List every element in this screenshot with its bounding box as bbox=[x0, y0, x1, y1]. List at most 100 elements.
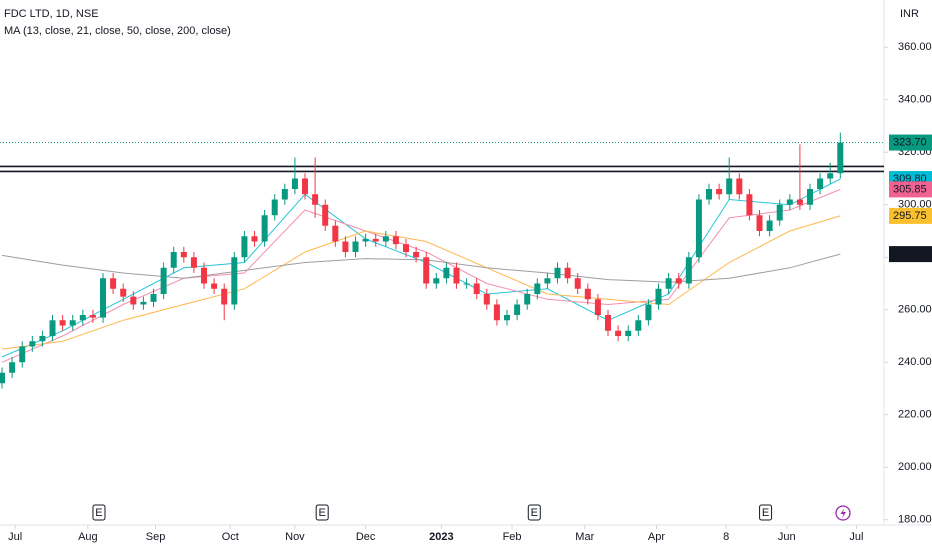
candle-body bbox=[180, 252, 187, 258]
event-label: E bbox=[762, 507, 769, 519]
candle-body bbox=[251, 236, 258, 242]
candle-body bbox=[504, 315, 511, 321]
candle-body bbox=[120, 288, 127, 297]
candle-body bbox=[837, 142, 844, 174]
candle-body bbox=[160, 267, 167, 294]
candle-body bbox=[776, 204, 783, 221]
candle-body bbox=[645, 304, 652, 321]
candle-body bbox=[483, 294, 490, 305]
candle-body bbox=[211, 283, 218, 289]
candle-body bbox=[706, 189, 713, 200]
x-tick-label: Aug bbox=[78, 531, 98, 543]
candle-body bbox=[9, 362, 16, 373]
candle-body bbox=[514, 304, 521, 315]
candle-body bbox=[39, 336, 46, 342]
candle-body bbox=[413, 252, 420, 258]
event-marker bbox=[759, 504, 773, 521]
candle-body bbox=[524, 294, 531, 305]
candle-body bbox=[625, 330, 632, 336]
x-tick-label: Sep bbox=[146, 531, 166, 543]
candle-body bbox=[89, 315, 96, 318]
y-tick-label: 260.00 bbox=[898, 304, 932, 316]
candle-body bbox=[241, 236, 248, 258]
candle-body bbox=[766, 220, 773, 231]
candle-body bbox=[554, 267, 561, 279]
candle-body bbox=[453, 267, 460, 284]
x-tick-label: Feb bbox=[503, 531, 522, 543]
candle-body bbox=[403, 244, 410, 252]
candle-body bbox=[796, 199, 803, 205]
price-label-box bbox=[889, 246, 932, 263]
candle-body bbox=[79, 315, 86, 321]
candle-body bbox=[726, 178, 733, 195]
y-tick-label: 300.00 bbox=[898, 199, 932, 211]
candle-body bbox=[736, 178, 743, 195]
currency-label: INR bbox=[900, 8, 919, 20]
y-tick-label: 220.00 bbox=[898, 409, 932, 421]
y-tick-label: 180.00 bbox=[898, 514, 932, 526]
price-label: 323.70 bbox=[893, 136, 927, 148]
candle-body bbox=[443, 267, 450, 279]
y-tick-label: 340.00 bbox=[898, 94, 932, 106]
candle-body bbox=[261, 215, 268, 242]
x-tick-label: Jun bbox=[778, 531, 796, 543]
candle-body bbox=[231, 257, 238, 305]
candle-body bbox=[0, 372, 6, 384]
candle-body bbox=[352, 241, 359, 252]
alert-icon[interactable] bbox=[835, 505, 851, 521]
candle-body bbox=[786, 199, 793, 205]
candle-body bbox=[665, 278, 672, 289]
x-tick-label: Mar bbox=[575, 531, 594, 543]
candle-body bbox=[281, 189, 288, 200]
candle-body bbox=[615, 330, 622, 336]
candle-body bbox=[605, 315, 612, 331]
y-tick-label: 240.00 bbox=[898, 356, 932, 368]
candle-body bbox=[756, 215, 763, 231]
candle-body bbox=[544, 278, 551, 284]
candle-body bbox=[534, 283, 541, 294]
event-label: E bbox=[95, 507, 102, 519]
x-tick-label: Dec bbox=[356, 531, 376, 543]
candle-body bbox=[685, 257, 692, 284]
price-label: 281.20 bbox=[893, 248, 927, 260]
y-tick-label: 360.00 bbox=[898, 41, 932, 53]
chart-title: FDC LTD, 1D, NSE bbox=[4, 8, 99, 20]
candle-body bbox=[675, 278, 682, 284]
candle-body bbox=[433, 278, 440, 284]
x-tick-label: 2023 bbox=[429, 531, 453, 543]
candle-body bbox=[302, 178, 309, 195]
event-marker bbox=[315, 504, 329, 521]
candle-body bbox=[140, 301, 147, 305]
event-label: E bbox=[319, 507, 326, 519]
candle-body bbox=[312, 194, 319, 205]
candle-body bbox=[827, 173, 834, 179]
price-label-box bbox=[889, 207, 932, 224]
candle-body bbox=[291, 178, 298, 189]
candle-body bbox=[19, 346, 26, 363]
candle-body bbox=[49, 320, 56, 336]
candle-body bbox=[574, 278, 581, 289]
alert-circle bbox=[835, 505, 851, 521]
candle-body bbox=[100, 278, 107, 318]
x-tick-label: Oct bbox=[222, 531, 239, 543]
event-marker bbox=[92, 504, 106, 521]
candle-body bbox=[423, 257, 430, 284]
candle-body bbox=[201, 267, 208, 284]
event-marker bbox=[527, 504, 541, 521]
candle-body bbox=[190, 257, 197, 268]
x-tick-label: Apr bbox=[648, 531, 665, 543]
candle-body bbox=[110, 278, 117, 289]
candle-body bbox=[807, 189, 814, 205]
candle-body bbox=[635, 320, 642, 331]
indicator-label: MA (13, close, 21, close, 50, close, 200… bbox=[4, 25, 231, 37]
candle-body bbox=[473, 283, 480, 294]
candle-body bbox=[150, 294, 157, 302]
x-tick-label: Nov bbox=[285, 531, 305, 543]
x-tick-label: Jul bbox=[8, 531, 22, 543]
candle-body bbox=[271, 199, 278, 216]
candle-body bbox=[69, 320, 76, 326]
candle-body bbox=[59, 320, 66, 326]
